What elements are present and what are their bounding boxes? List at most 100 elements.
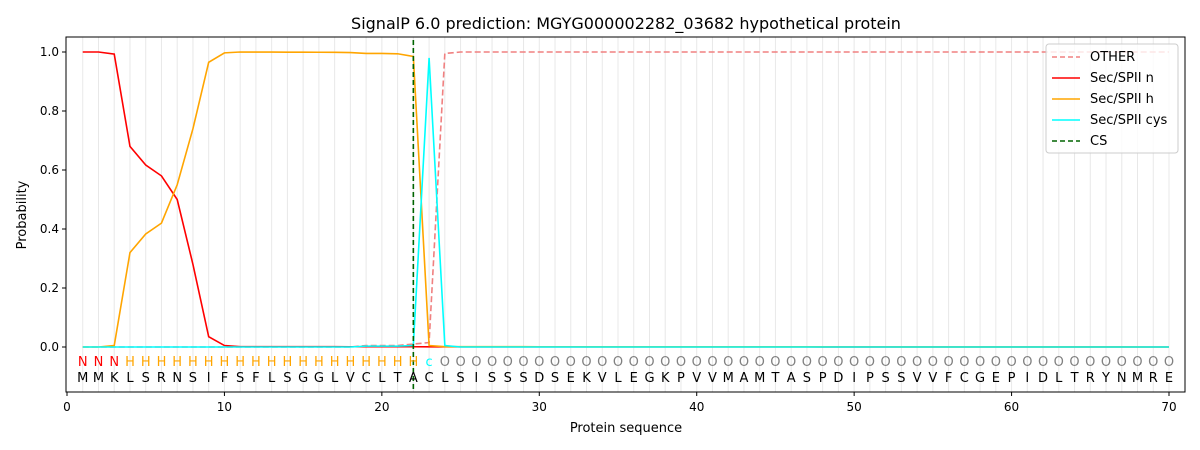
region-label: O xyxy=(786,355,796,370)
region-label: H xyxy=(251,355,261,370)
region-label: O xyxy=(613,355,623,370)
region-label: H xyxy=(377,355,387,370)
region-label: O xyxy=(471,355,481,370)
y-tick-label: 0.2 xyxy=(40,281,59,295)
region-label: O xyxy=(440,355,450,370)
region-label: O xyxy=(1101,355,1111,370)
region-label: O xyxy=(660,355,670,370)
region-label: O xyxy=(1022,355,1032,370)
y-tick-label: 0.4 xyxy=(40,222,59,236)
region-label: O xyxy=(550,355,560,370)
region-label: N xyxy=(94,355,104,370)
region-label: O xyxy=(1117,355,1127,370)
region-label: N xyxy=(109,355,119,370)
region-label: H xyxy=(172,355,182,370)
region-label: O xyxy=(1038,355,1048,370)
region-label: H xyxy=(361,355,371,370)
y-axis-label: Probability xyxy=(15,180,30,249)
region-label: H xyxy=(141,355,151,370)
chart-title: SignalP 6.0 prediction: MGYG000002282_03… xyxy=(351,14,901,34)
region-label: H xyxy=(267,355,277,370)
region-label: O xyxy=(896,355,906,370)
region-label: O xyxy=(534,355,544,370)
y-tick-label: 0.0 xyxy=(40,340,59,354)
y-tick-label: 1.0 xyxy=(40,45,59,59)
region-label: O xyxy=(518,355,528,370)
x-tick-label: 60 xyxy=(1004,400,1019,414)
region-label: O xyxy=(644,355,654,370)
region-label: O xyxy=(959,355,969,370)
region-label: O xyxy=(1164,355,1174,370)
region-label: O xyxy=(1054,355,1064,370)
region-label: O xyxy=(597,355,607,370)
region-label: O xyxy=(865,355,875,370)
region-label: O xyxy=(802,355,812,370)
region-label: O xyxy=(991,355,1001,370)
region-label: O xyxy=(487,355,497,370)
region-label: H xyxy=(157,355,167,370)
region-label: O xyxy=(849,355,859,370)
region-label: O xyxy=(455,355,465,370)
region-label: O xyxy=(833,355,843,370)
region-label: O xyxy=(912,355,922,370)
region-label: O xyxy=(707,355,717,370)
region-label: O xyxy=(566,355,576,370)
legend-label: CS xyxy=(1090,134,1107,149)
x-tick-label: 40 xyxy=(689,400,704,414)
residue-sequence: MMKLSRNSIFSFLSGGLVCLTACLSISSSDSEKVLEGKPV… xyxy=(77,371,1173,386)
region-label: O xyxy=(1069,355,1079,370)
x-tick-label: 30 xyxy=(532,400,547,414)
x-tick-label: 20 xyxy=(374,400,389,414)
region-label: H xyxy=(125,355,135,370)
region-label: H xyxy=(408,355,418,370)
region-label: O xyxy=(723,355,733,370)
region-label: O xyxy=(928,355,938,370)
region-label: O xyxy=(503,355,513,370)
plot-frame xyxy=(65,36,1186,393)
region-label: O xyxy=(755,355,765,370)
legend-label: OTHER xyxy=(1090,50,1135,65)
x-tick-label: 50 xyxy=(847,400,862,414)
legend-label: Sec/SPII h xyxy=(1090,92,1154,107)
region-label: H xyxy=(345,355,355,370)
x-axis-label: Protein sequence xyxy=(570,421,682,436)
region-label: O xyxy=(676,355,686,370)
y-tick-label: 0.6 xyxy=(40,163,59,177)
region-label: O xyxy=(1006,355,1016,370)
region-label: O xyxy=(1148,355,1158,370)
region-label: H xyxy=(220,355,230,370)
region-label: O xyxy=(881,355,891,370)
region-label: H xyxy=(204,355,214,370)
region-label: H xyxy=(188,355,198,370)
series-line-sec-spii-cys xyxy=(82,57,1169,348)
region-label: H xyxy=(235,355,245,370)
region-label: H xyxy=(314,355,324,370)
series-line-sec-spii-h xyxy=(82,51,1170,348)
region-label: O xyxy=(581,355,591,370)
region-label: H xyxy=(330,355,340,370)
region-label: O xyxy=(629,355,639,370)
region-label: c xyxy=(426,355,433,370)
region-label: O xyxy=(818,355,828,370)
series-line-sec-spii-n xyxy=(82,51,1170,348)
x-tick-label: 70 xyxy=(1161,400,1176,414)
region-label: N xyxy=(78,355,88,370)
region-label: H xyxy=(283,355,293,370)
region-label: O xyxy=(739,355,749,370)
region-label: H xyxy=(393,355,403,370)
x-tick-label: 0 xyxy=(63,400,71,414)
series-line-other xyxy=(82,51,1169,348)
region-label: O xyxy=(1132,355,1142,370)
legend-label: Sec/SPII cys xyxy=(1090,113,1168,128)
region-label: O xyxy=(975,355,985,370)
legend-label: Sec/SPII n xyxy=(1090,71,1154,86)
legend-box xyxy=(1045,43,1179,154)
region-label: H xyxy=(298,355,308,370)
region-label: O xyxy=(770,355,780,370)
region-label: O xyxy=(1085,355,1095,370)
region-label: O xyxy=(943,355,953,370)
x-tick-label: 10 xyxy=(217,400,232,414)
y-tick-label: 0.8 xyxy=(40,104,59,118)
region-label: O xyxy=(692,355,702,370)
